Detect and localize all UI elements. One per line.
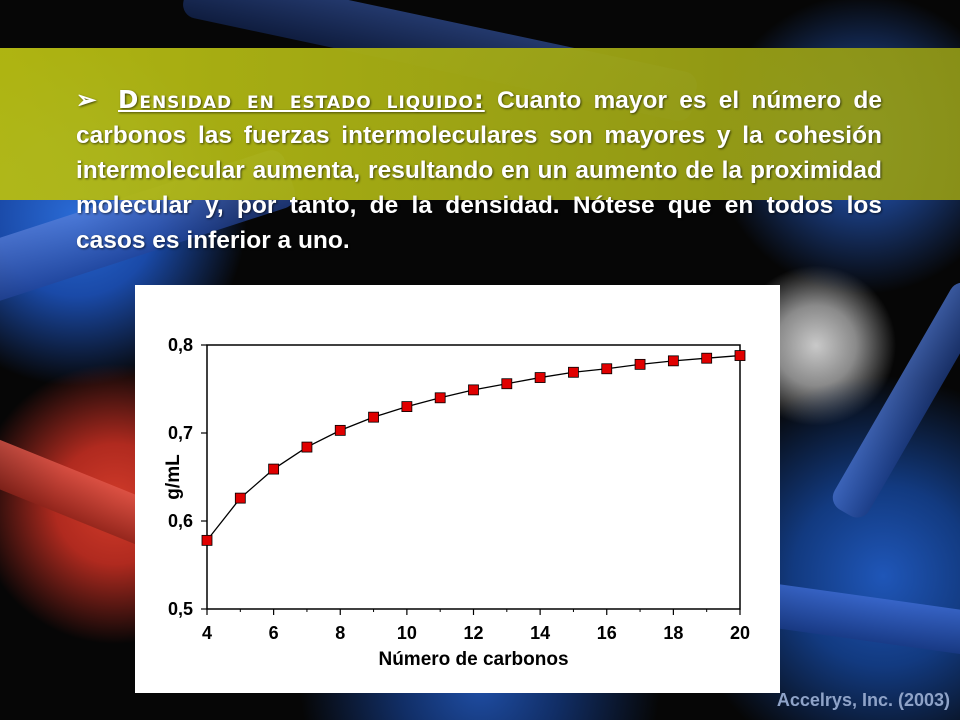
data-point [501, 378, 513, 390]
data-point [301, 441, 313, 453]
data-point [468, 384, 479, 396]
bullet-arrow-icon: ➢ [76, 87, 97, 114]
density-chart: 4 6 8 10 12 14 16 18 20 0,5 0,6 0,7 0,8 Número de car… [135, 285, 780, 693]
data-point [268, 463, 280, 475]
data-point [401, 401, 413, 412]
text-band [0, 48, 960, 200]
x-tick-label: 20 [730, 623, 750, 643]
y-tick-label: 0,7 [168, 423, 193, 443]
y-tick-label: 0,6 [168, 511, 193, 531]
series-line [206, 354, 741, 541]
data-point [368, 411, 379, 423]
x-tick-label: 18 [663, 623, 683, 643]
y-axis-label: g/mL [163, 454, 184, 500]
x-axis-label: Número de carbonos [378, 649, 568, 670]
x-tick-label: 12 [463, 623, 483, 643]
data-point [334, 424, 346, 436]
x-tick-label: 8 [335, 623, 345, 643]
x-tick-label: 16 [597, 623, 617, 643]
data-point [601, 363, 613, 375]
data-point [234, 492, 246, 504]
data-point [734, 350, 746, 361]
data-point [568, 366, 579, 378]
data-point [201, 534, 213, 546]
x-tick-label: 10 [397, 623, 417, 643]
data-point [534, 372, 546, 383]
x-tick-label: 4 [202, 623, 212, 643]
data-point [434, 392, 446, 404]
slide-text: ➢ Densidad en estado liquido: Cuanto mayo… [76, 82, 882, 258]
slide-body: Cuanto mayor es el número de carbonos la… [76, 87, 883, 254]
chart-svg: 4 6 8 10 12 14 16 18 20 0,5 0,6 0,7 0,8 Número de car… [163, 335, 750, 670]
x-tick-label: 6 [269, 623, 279, 643]
data-point [667, 355, 679, 367]
y-tick-label: 0,8 [168, 335, 193, 355]
data-point [701, 352, 713, 364]
image-credit: Accelrys, Inc. (2003) [776, 690, 950, 710]
x-tick-label: 14 [530, 623, 550, 643]
slide-heading: Densidad en estado liquido: [118, 85, 485, 114]
y-tick-label: 0,5 [168, 599, 193, 619]
data-point [634, 358, 646, 370]
